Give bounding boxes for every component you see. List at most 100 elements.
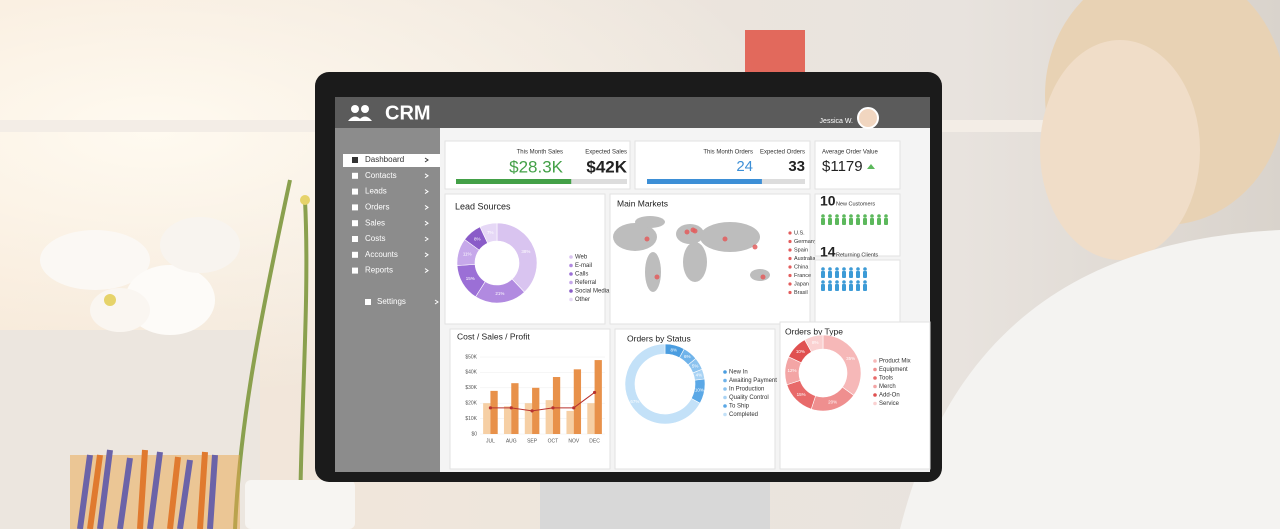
legend-label: Referral <box>575 280 596 286</box>
legend-label: Other <box>575 297 590 303</box>
map-land <box>635 216 665 228</box>
person-icon <box>821 267 825 271</box>
person-icon <box>856 214 860 218</box>
dashboard: CRM Jessica W. Dashboard Contacts Leads Ord… <box>335 97 931 472</box>
person-icon <box>884 214 888 218</box>
kpi-value: 24 <box>736 158 753 175</box>
person-icon <box>863 280 867 284</box>
legend-label: Tools <box>879 376 893 382</box>
segment-label: 10% <box>695 388 704 393</box>
nav-chevron <box>424 173 429 179</box>
line-point <box>509 406 513 410</box>
person-icon <box>849 214 853 218</box>
legend-label: Australia <box>794 256 816 262</box>
user-name[interactable]: Jessica W. <box>820 118 854 125</box>
person-icon <box>849 271 853 278</box>
pencil-cup <box>70 449 355 529</box>
map-land <box>750 269 770 281</box>
customer-label: Returning Clients <box>836 252 878 258</box>
nav-icon <box>352 188 358 195</box>
donut-segment <box>804 334 824 353</box>
panel-title: Lead Sources <box>455 201 511 211</box>
person-icon <box>821 271 825 278</box>
legend-dot <box>873 359 877 363</box>
map-land <box>613 223 657 251</box>
map-land <box>683 242 707 282</box>
y-tick-label: $0 <box>471 431 477 437</box>
legend-label: Add-On <box>879 393 900 399</box>
nav-item[interactable]: Contacts <box>365 171 397 180</box>
progress-fill <box>456 179 572 184</box>
nav-item[interactable]: Settings <box>377 297 406 306</box>
x-tick-label: OCT <box>548 438 559 444</box>
person-icon <box>856 218 860 225</box>
legend-label: Brasil <box>794 290 808 296</box>
panel-title: Cost / Sales / Profit <box>457 331 530 341</box>
panel-title: Orders by Status <box>627 333 691 343</box>
legend-label: Completed <box>729 412 758 418</box>
nav-chevron <box>424 157 429 163</box>
customer-count: 14 <box>820 244 836 260</box>
person-icon <box>835 218 839 225</box>
map-marker <box>722 236 728 242</box>
customer-label: New Customers <box>836 201 875 207</box>
person-icon <box>856 280 860 284</box>
legend-dot <box>788 239 792 244</box>
nav-item[interactable]: Orders <box>365 203 389 212</box>
nav-icon <box>352 251 358 258</box>
kpi-value: $1179 <box>822 158 863 175</box>
nav-icon <box>352 204 358 211</box>
bar <box>490 390 498 434</box>
line-point <box>551 406 555 410</box>
legend-label: To Ship <box>729 404 750 410</box>
nav-item[interactable]: Accounts <box>365 250 398 259</box>
x-tick-label: NOV <box>568 438 580 444</box>
person-icon <box>842 218 846 225</box>
y-tick-label: $20K <box>465 401 477 407</box>
app-title: CRM <box>385 102 431 124</box>
person-icon <box>828 267 832 271</box>
donut-segment <box>479 222 498 244</box>
legend-dot <box>788 248 792 252</box>
legend-dot <box>873 393 877 397</box>
legend-dot <box>788 256 792 261</box>
nav-active <box>343 154 440 167</box>
kpi-label: Expected Sales <box>585 150 627 156</box>
avatar[interactable] <box>857 107 879 129</box>
y-tick-label: $30K <box>465 385 477 391</box>
nav-icon <box>352 220 358 227</box>
map-land <box>645 252 661 292</box>
panel <box>449 328 611 470</box>
line-point <box>592 390 597 395</box>
segment-label: 10% <box>796 349 805 354</box>
nav-item[interactable]: Leads <box>365 187 387 196</box>
nav-chevron <box>424 252 429 258</box>
nav-chevron <box>424 220 429 226</box>
header-bar <box>335 97 930 128</box>
nav-item[interactable]: Sales <box>365 218 385 227</box>
nav-icon <box>352 267 358 274</box>
legend-label: Product Mix <box>879 359 911 365</box>
legend-label: Merch <box>879 384 896 390</box>
nav-item[interactable]: Reports <box>365 266 393 275</box>
bar <box>503 406 512 434</box>
map-land <box>676 224 704 244</box>
legend-dot <box>788 265 792 269</box>
nav-item[interactable]: Costs <box>365 234 385 243</box>
nav-item[interactable]: Dashboard <box>365 155 404 164</box>
person-icon <box>828 271 832 278</box>
person-icon <box>863 214 867 218</box>
bar <box>532 387 540 434</box>
legend-dot <box>723 370 727 374</box>
person-icon <box>835 271 839 278</box>
nav-chevron <box>424 268 429 274</box>
legend-dot <box>723 378 727 383</box>
panel-title: Orders by Type <box>785 326 843 336</box>
legend-label: New In <box>729 370 748 376</box>
x-tick-label: JUL <box>486 438 495 444</box>
bar <box>552 377 561 434</box>
person-icon <box>849 218 853 225</box>
segment-label: 67% <box>630 399 639 404</box>
segment-label: 20% <box>828 400 837 405</box>
